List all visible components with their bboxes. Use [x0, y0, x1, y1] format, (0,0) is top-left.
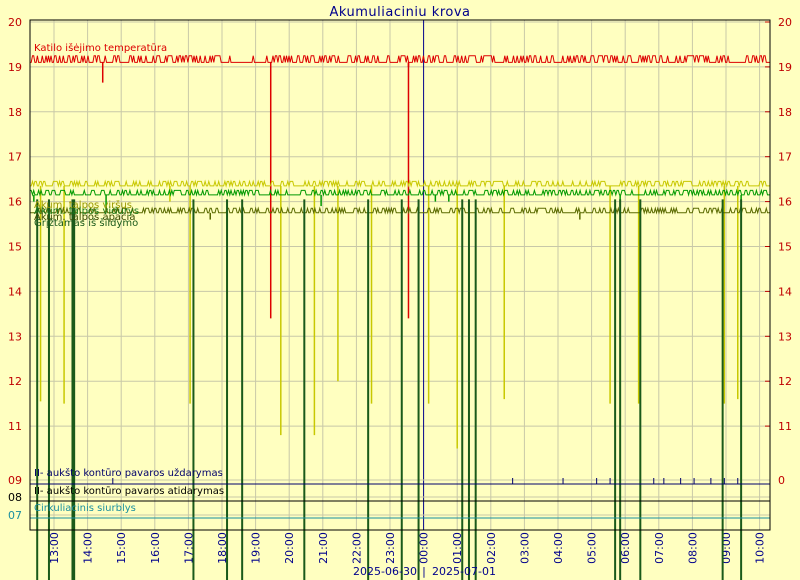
x-tick-label: 00:00: [418, 532, 431, 564]
x-tick-label: 22:00: [350, 532, 363, 564]
y-tick-label-right: 19: [778, 61, 792, 74]
date-label-start: 2025-06-30: [353, 565, 417, 578]
y-tick-label-left: 11: [8, 420, 22, 433]
bottom-tick-label: 07: [8, 509, 22, 522]
bottom-tick-label: 08: [8, 491, 22, 504]
chart-title: Akumuliaciniu krova: [329, 5, 470, 20]
y-tick-label-right: 14: [778, 285, 792, 298]
y-tick-label-left: 16: [8, 196, 22, 209]
series-label: Akum. talpos vidurys: [34, 206, 139, 217]
y-tick-label-right: 13: [778, 330, 792, 343]
y-tick-label-left: 12: [8, 375, 22, 388]
y-tick-label-right: 11: [778, 420, 792, 433]
y-tick-label-right: 16: [778, 196, 792, 209]
series-layer: [30, 55, 770, 580]
x-tick-label: 17:00: [182, 532, 195, 564]
x-tick-label: 15:00: [115, 532, 128, 564]
series-line: [30, 179, 770, 188]
series-label: II- aukšto kontūro pavaros uždarymas: [34, 467, 223, 479]
series-line: [30, 188, 770, 197]
x-tick-label: 03:00: [518, 532, 531, 564]
y-tick-label-left: 15: [8, 241, 22, 254]
bottom-tick-label: 09: [8, 474, 22, 487]
x-tick-label: 01:00: [451, 532, 464, 564]
x-tick-label: 21:00: [317, 532, 330, 564]
x-tick-label: 02:00: [485, 532, 498, 564]
y-tick-label-left: 13: [8, 330, 22, 343]
x-tick-label: 23:00: [384, 532, 397, 564]
bottom-tick-label-right: 0: [778, 474, 785, 487]
series-line: [30, 206, 770, 215]
series-labels: Katilo išėjimo temperatūra Akum. talpos v…: [34, 42, 224, 514]
y-tick-label-left: 14: [8, 285, 22, 298]
y-tick-label-right: 18: [778, 106, 792, 119]
x-tick-label: 16:00: [149, 532, 162, 564]
x-tick-label: 13:00: [48, 532, 61, 564]
y-tick-label-left: 20: [8, 16, 22, 29]
y-tick-label-right: 15: [778, 241, 792, 254]
plot-border: [29, 19, 771, 531]
series-label: Grįžtamas iš šildymo: [34, 217, 138, 229]
series-label: Akum. talpos viršus: [34, 199, 132, 211]
series-label: II- aukšto kontūro pavaros atidarymas: [34, 485, 224, 497]
x-tick-label: 05:00: [586, 532, 599, 564]
y-tick-label-left: 17: [8, 151, 22, 164]
series-label: Akum. talpos apačia: [34, 211, 135, 223]
x-tick-label: 07:00: [653, 532, 666, 564]
series-label: Cirkuliacinis siurblys: [34, 503, 136, 514]
y-tick-label-left: 19: [8, 61, 22, 74]
x-tick-label: 18:00: [216, 532, 229, 564]
x-tick-label: 06:00: [619, 532, 632, 564]
plot-area: [30, 20, 770, 530]
date-label-end: 2025-07-01: [432, 565, 496, 578]
y-tick-label-right: 17: [778, 151, 792, 164]
series-label: Katilo išėjimo temperatūra: [34, 42, 167, 54]
x-tick-label: 08:00: [686, 532, 699, 564]
y-tick-label-right: 12: [778, 375, 792, 388]
x-tick-label: 20:00: [283, 532, 296, 564]
x-tick-label: 19:00: [250, 532, 263, 564]
x-tick-label: 04:00: [552, 532, 565, 564]
x-tick-label: 14:00: [82, 532, 95, 564]
tick-labels: 20 19 18 17 16 15 14 13 12 11 20 19 18 17 16 15 14 13 12 11…: [8, 16, 792, 564]
date-separator: |: [422, 565, 426, 578]
y-tick-label-left: 18: [8, 106, 22, 119]
y-tick-label-right: 20: [778, 16, 792, 29]
x-tick-label: 10:00: [754, 532, 767, 564]
series-line: [30, 55, 770, 63]
